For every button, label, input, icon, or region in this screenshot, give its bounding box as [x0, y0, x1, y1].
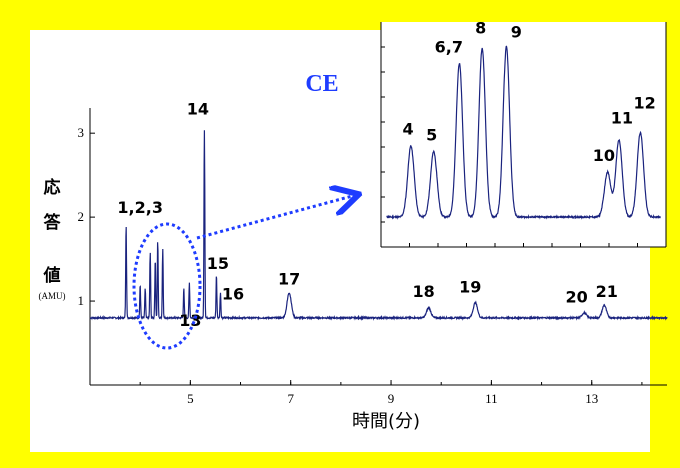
inset-peak-label-6-7: 6,7: [435, 37, 463, 56]
inset-peak-label-11: 11: [611, 109, 633, 128]
highlight-ellipse: [132, 222, 202, 350]
inset-peak-label-4: 4: [403, 120, 414, 139]
inset-peak-label-12: 12: [633, 94, 655, 113]
peak-label-1-2-3: 1,2,3: [117, 198, 163, 217]
inset-panel: [381, 22, 666, 247]
inset-peak-label-5: 5: [426, 125, 437, 144]
peak-label-17: 17: [278, 269, 300, 288]
x-tick-label-7: 7: [287, 391, 294, 406]
inset-peak-label-8: 8: [475, 19, 486, 38]
x-tick-label-5: 5: [187, 391, 194, 406]
y-axis-unit: (AMU): [39, 291, 66, 301]
y-axis-label-char-3: 値: [43, 265, 61, 286]
zoom-arrow: [196, 195, 356, 240]
peak-label-19: 19: [459, 278, 481, 297]
x-tick-label-11: 11: [485, 391, 498, 406]
peak-label-18: 18: [413, 282, 435, 301]
peak-label-21: 21: [596, 282, 618, 301]
peak-label-15: 15: [207, 254, 229, 273]
ce-annotation: CE: [305, 71, 338, 97]
y-axis-label-char-2: 答: [44, 212, 62, 233]
inset-peak-label-9: 9: [511, 22, 522, 41]
peak-label-20: 20: [566, 288, 588, 307]
y-tick-label-2: 2: [78, 209, 85, 224]
peak-label-14: 14: [187, 100, 209, 119]
y-tick-label-3: 3: [78, 125, 85, 140]
inset-trace: [386, 45, 661, 220]
inset-peak-label-10: 10: [593, 146, 615, 165]
peak-label-16: 16: [222, 284, 244, 303]
y-tick-label-1: 1: [78, 293, 85, 308]
x-tick-label-9: 9: [388, 391, 395, 406]
chromatogram-trace: [89, 130, 668, 321]
y-axis-label-char-1: 応: [44, 177, 61, 198]
x-axis-label: 時間(分): [352, 411, 420, 432]
x-tick-label-13: 13: [585, 391, 598, 406]
